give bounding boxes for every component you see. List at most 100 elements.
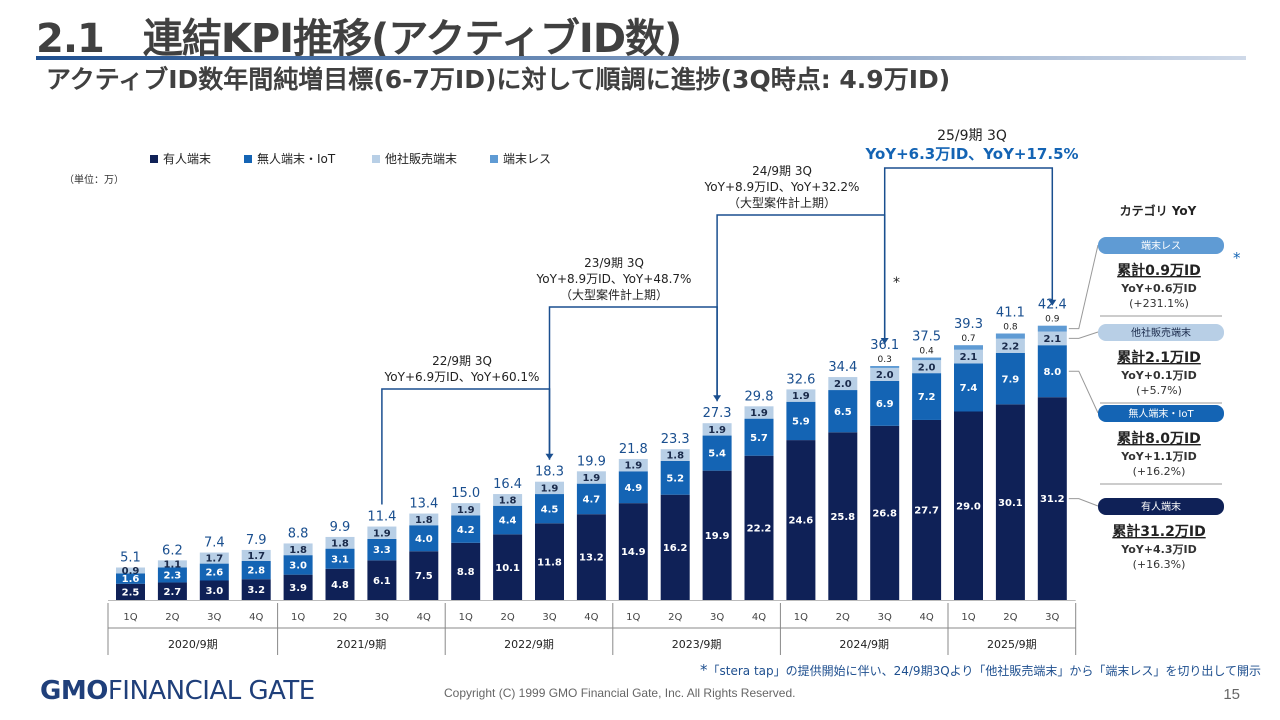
bar-segment-other [870,367,900,381]
bar-value-label: 0.4 [919,347,934,357]
x-tick-label: 2Q [1003,612,1017,623]
category-yoy-pct: (+231.1%) [1129,297,1189,310]
bar-value-label: 4.4 [499,516,517,527]
company-logo: GMOFINANCIAL GATE [40,676,315,706]
bar-total-label: 23.3 [661,432,690,447]
bar-segment-terminalless [995,333,1025,339]
bar-segment-unmanned [283,555,313,575]
x-tick-label: 4Q [417,612,431,623]
legend-swatch-3 [372,155,380,163]
bar-segment-other [995,338,1025,353]
bar-total-label: 27.3 [703,406,732,421]
annotation-text: YoY+8.9万ID、YoY+48.7% [536,272,692,286]
bar-value-label: 6.9 [876,399,894,410]
bar-segment-manned [702,470,732,600]
bar-value-label: 4.5 [541,504,559,515]
footnote: *「stera tap」の提供開始に伴い、24/9期3Qより「他社販売端末」から… [700,661,1262,679]
panel-connector [1068,498,1099,507]
legend-label-4: 端末レス [503,152,551,166]
bar-value-label: 2.0 [876,370,894,381]
bar-segment-other [325,536,355,549]
bar-value-label: 4.8 [331,580,349,591]
annotation-connector [548,306,718,460]
x-tick-label: 3Q [1045,612,1059,623]
x-tick-label: 3Q [878,612,892,623]
category-yoy: YoY+0.6万ID [1120,282,1196,295]
bar-value-label: 1.9 [583,473,601,484]
bar-total-label: 32.6 [786,372,815,387]
bar-segment-manned [786,440,816,600]
bar-segment-manned [283,574,313,600]
bar-value-label: 7.4 [960,383,978,394]
bar-segment-other [618,458,648,472]
bar-value-label: 3.9 [289,583,307,594]
bar-segment-other [702,423,732,436]
annotation-text: 22/9期 3Q [432,354,492,368]
bar-value-label: 2.0 [834,379,852,390]
bar-segment-other [241,549,271,561]
bar-value-label: 1.9 [373,528,391,539]
bar-segment-unmanned [325,548,355,569]
bar-segment-manned [367,560,397,600]
bar-value-label: 19.9 [705,531,730,542]
bar-segment-other [954,349,983,364]
bar-segment-other [660,449,690,461]
category-badge [1098,237,1224,254]
bar-total-label: 7.4 [204,536,225,551]
bar-segment-unmanned [995,353,1025,405]
bar-value-label: 16.2 [663,543,688,554]
bar-segment-unmanned [954,363,983,412]
x-group-label: 2023/9期 [672,638,722,651]
bar-segment-unmanned [535,494,564,524]
x-tick-label: 2Q [836,612,850,623]
category-badge [1098,498,1224,515]
bar-value-label: 2.5 [122,587,140,598]
x-tick-label: 4Q [752,612,766,623]
bar-value-label: 1.8 [289,545,307,556]
bar-value-label: 4.0 [415,534,433,545]
bar-segment-unmanned [493,505,523,535]
bar-segment-manned [409,551,439,600]
bar-segment-unmanned [912,373,942,420]
bar-segment-manned [241,579,271,600]
bar-value-label: 0.9 [1045,315,1060,325]
bar-total-label: 5.1 [120,551,141,566]
bar-segment-manned [535,523,564,600]
bar-value-label: 1.7 [247,551,265,562]
bar-segment-unmanned [241,561,271,580]
bar-total-label: 16.4 [493,477,522,492]
category-badge-label: 端末レス [1141,239,1181,252]
annotation-connector [883,167,1054,344]
bar-value-label: 3.3 [373,545,391,556]
bar-segment-unmanned [786,401,816,441]
bar-segment-other [912,360,942,374]
x-tick-label: 1Q [961,612,975,623]
bar-segment-unmanned [576,483,606,515]
title-rule [36,56,1246,60]
x-tick-label: 4Q [584,612,598,623]
bar-total-label: 11.4 [367,510,396,525]
bar-segment-terminalless [912,357,942,361]
bar-total-label: 19.9 [577,454,606,469]
category-yoy-pct: (+16.2%) [1133,465,1186,478]
bar-value-label: 22.2 [747,523,772,534]
bar-segment-unmanned [744,418,774,456]
bar-total-label: 15.0 [451,486,480,501]
panel-connector [1068,370,1099,414]
bar-segment-manned [912,419,942,600]
x-tick-label: 3Q [207,612,221,623]
bar-segment-other [157,560,187,568]
bar-value-label: 3.0 [205,586,223,597]
bar-segment-manned [744,455,774,600]
bar-value-label: 13.2 [579,553,604,564]
annotation-text: （大型案件計上期） [728,195,836,210]
bar-value-label: 1.7 [205,554,223,565]
bar-segment-other [1037,331,1067,346]
bar-total-label: 13.4 [409,497,438,512]
bar-value-label: 0.7 [961,334,975,344]
bar-total-label: 21.8 [619,442,648,457]
bar-value-label: 6.5 [834,407,852,418]
bar-total-label: 39.3 [954,317,983,332]
bar-value-label: 24.6 [789,516,814,527]
